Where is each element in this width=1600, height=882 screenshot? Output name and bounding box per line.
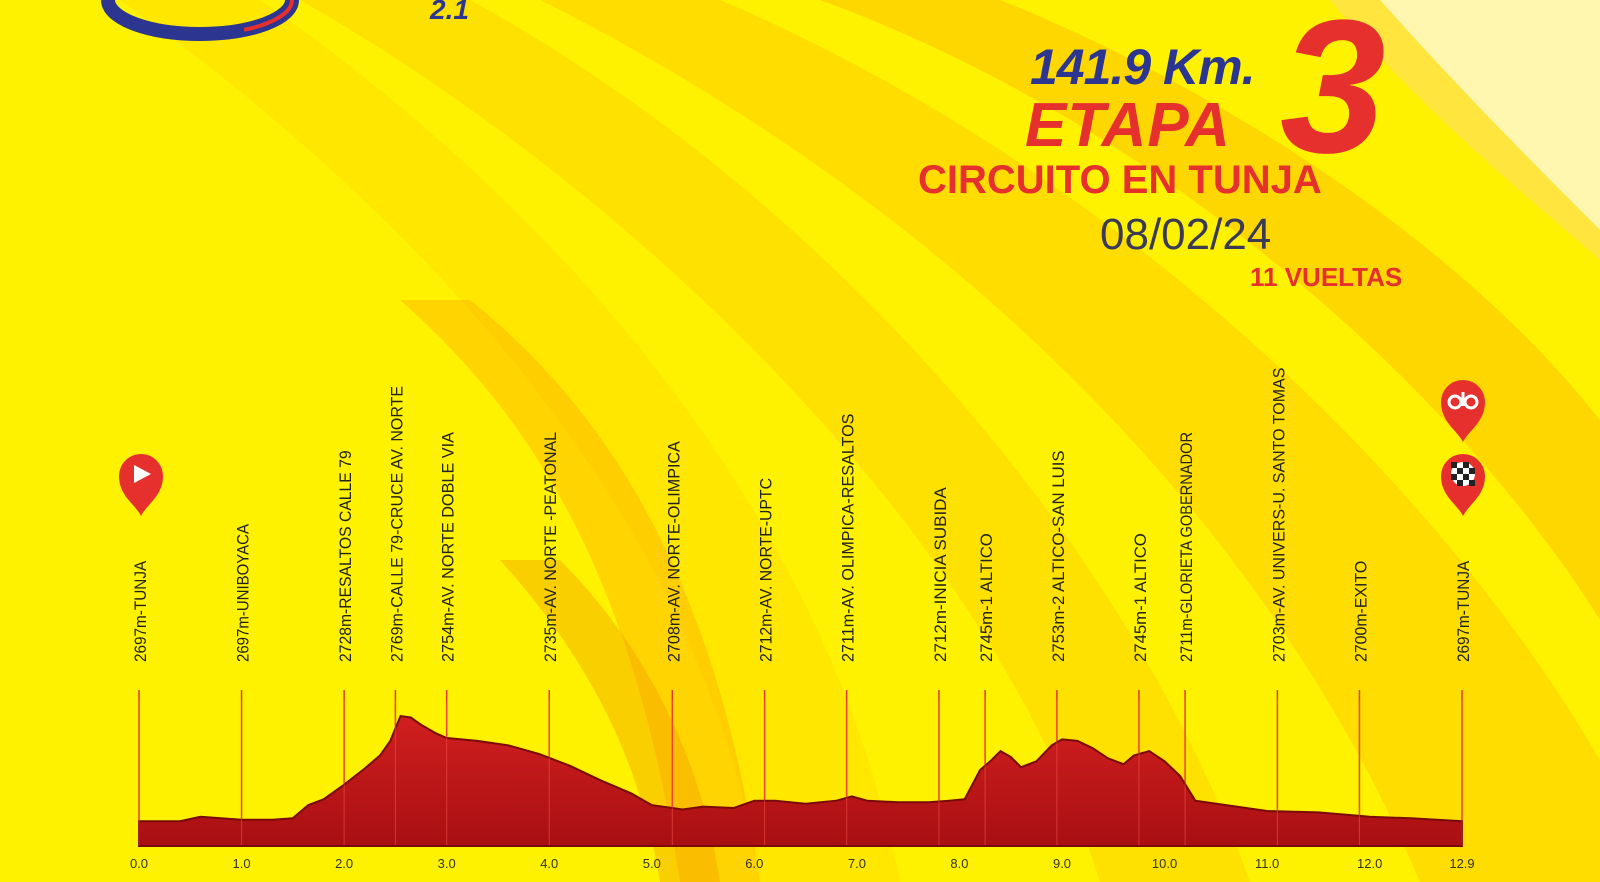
waypoint-label: 2697m-UNIBOYACA bbox=[234, 523, 253, 662]
x-tick-label: 2.0 bbox=[335, 856, 353, 871]
waypoint-label: 2697m-TUNJA bbox=[1454, 560, 1473, 662]
waypoint-label: 2769m-CALLE 79-CRUCE AV. NORTE bbox=[387, 386, 406, 662]
waypoint-label: 2745m-1 ALTICO bbox=[1131, 533, 1150, 662]
stage-date: 08/02/24 bbox=[1100, 210, 1272, 259]
waypoint-label: 2728m-RESALTOS CALLE 79 bbox=[336, 450, 355, 662]
x-tick-label: 7.0 bbox=[848, 856, 866, 871]
waypoint-label: 2754m-AV. NORTE DOBLE VIA bbox=[439, 431, 458, 662]
stage-number: 3 bbox=[1280, 0, 1386, 193]
stage-route: CIRCUITO EN TUNJA bbox=[918, 158, 1322, 202]
x-tick-label: 8.0 bbox=[950, 856, 968, 871]
waypoint-label: 2712m-AV. NORTE-UPTC bbox=[757, 478, 776, 662]
finish-flag-icon bbox=[1441, 454, 1485, 516]
x-tick-label: 12.0 bbox=[1357, 856, 1382, 871]
x-tick-label: 3.0 bbox=[438, 856, 456, 871]
x-tick-label: 1.0 bbox=[233, 856, 251, 871]
x-tick-label: 4.0 bbox=[540, 856, 558, 871]
waypoint-label: 2703m-AV. UNIVERS-U. SANTO TOMAS bbox=[1269, 368, 1288, 662]
waypoint-label: 2697m-TUNJA bbox=[131, 560, 150, 662]
waypoint-label: 2712m-INICIA SUBIDA bbox=[931, 487, 950, 662]
start-flag-icon bbox=[119, 454, 163, 516]
race-category: 2.1 bbox=[430, 0, 469, 25]
x-tick-label: 5.0 bbox=[643, 856, 661, 871]
stage-laps: 11 VUELTAS bbox=[1250, 262, 1403, 292]
waypoint-label: 2711m-GLORIETA GOBERNADOR bbox=[1177, 432, 1196, 662]
waypoint-label: 2711m-AV. OLIMPICA-RESALTOS bbox=[839, 414, 858, 662]
waypoint-label: 2708m-AV. NORTE-OLIMPICA bbox=[664, 441, 683, 662]
stage-word: ETAPA bbox=[1025, 91, 1231, 160]
waypoint-label: 2745m-1 ALTICO bbox=[977, 533, 996, 662]
x-tick-label: 12.9 bbox=[1449, 856, 1474, 871]
stage-distance: 141.9 Km. bbox=[1030, 39, 1255, 95]
brand-pin-icon bbox=[1441, 380, 1485, 442]
x-tick-label: 6.0 bbox=[745, 856, 763, 871]
x-tick-label: 0.0 bbox=[130, 856, 148, 871]
waypoint-label: 2700m-EXITO bbox=[1351, 561, 1370, 662]
elevation-area bbox=[138, 715, 1463, 847]
x-tick-label: 9.0 bbox=[1053, 856, 1071, 871]
x-tick-label: 10.0 bbox=[1152, 856, 1177, 871]
waypoint-label: 2735m-AV. NORTE -PEATONAL bbox=[541, 432, 560, 662]
waypoint-label: 2753m-2 ALTICO-SAN LUIS bbox=[1049, 450, 1068, 662]
x-tick-label: 11.0 bbox=[1255, 856, 1279, 871]
race-logo bbox=[101, 0, 299, 41]
